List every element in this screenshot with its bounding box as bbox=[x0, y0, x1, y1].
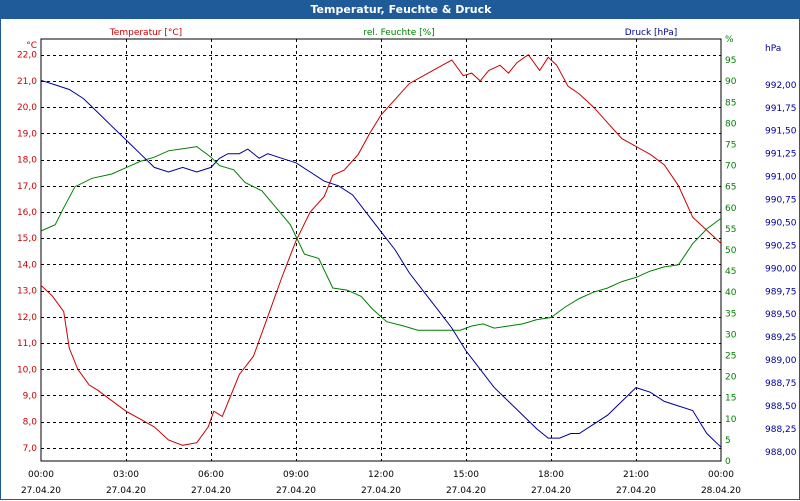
x-tick-time: 06:00 bbox=[198, 470, 224, 480]
legend-label: Druck [hPa] bbox=[625, 28, 678, 38]
pressure-tick-label: 989,00 bbox=[765, 356, 797, 366]
pressure-tick-label: 990,25 bbox=[765, 241, 797, 251]
temperature-tick-label: 19,0 bbox=[17, 129, 37, 139]
humidity-tick-label: 15 bbox=[725, 394, 736, 404]
temperature-tick-label: 21,0 bbox=[17, 77, 37, 87]
window-title: Temperatur, Feuchte & Druck bbox=[1, 1, 800, 19]
pressure-tick-label: 991,25 bbox=[765, 150, 797, 160]
humidity-tick-label: % bbox=[725, 35, 734, 45]
temperature-tick-label: 10,0 bbox=[17, 365, 37, 375]
temperature-tick-label: 8,0 bbox=[23, 418, 38, 428]
humidity-tick-label: 50 bbox=[725, 246, 737, 256]
pressure-tick-label: 992,00 bbox=[765, 81, 797, 91]
x-tick-time: 00:00 bbox=[708, 470, 734, 480]
temperature-tick-label: 17,0 bbox=[17, 182, 37, 192]
legend-label: rel. Feuchte [%] bbox=[363, 28, 434, 38]
temperature-tick-label: 22,0 bbox=[17, 51, 37, 61]
humidity-tick-label: 20 bbox=[725, 373, 737, 383]
x-tick-date: 27.04.20 bbox=[531, 486, 571, 496]
humidity-tick-label: 55 bbox=[725, 225, 736, 235]
x-tick-date: 27.04.20 bbox=[446, 486, 486, 496]
humidity-tick-label: 65 bbox=[725, 183, 736, 193]
temperature-tick-label: 9,0 bbox=[23, 391, 38, 401]
x-tick-date: 27.04.20 bbox=[361, 486, 401, 496]
x-tick-time: 00:00 bbox=[28, 470, 54, 480]
temperature-tick-label: 13,0 bbox=[17, 287, 37, 297]
temperature-tick-label: 14,0 bbox=[17, 260, 37, 270]
pressure-tick-label: 990,50 bbox=[765, 218, 797, 228]
x-tick-time: 15:00 bbox=[453, 470, 479, 480]
humidity-tick-label: 30 bbox=[725, 330, 737, 340]
x-tick-time: 09:00 bbox=[283, 470, 309, 480]
humidity-tick-label: 70 bbox=[725, 162, 737, 172]
pressure-tick-label: 991,50 bbox=[765, 127, 797, 137]
pressure-tick-label: 988,50 bbox=[765, 402, 797, 412]
series-line-temperature bbox=[40, 54, 722, 446]
humidity-tick-label: 25 bbox=[725, 352, 736, 362]
temperature-tick-label: 15,0 bbox=[17, 234, 37, 244]
legend-label: Temperatur [°C] bbox=[109, 28, 182, 38]
humidity-tick-label: 35 bbox=[725, 309, 736, 319]
humidity-tick-label: 80 bbox=[725, 119, 737, 129]
pressure-tick-label: 988,00 bbox=[765, 448, 797, 458]
humidity-tick-label: 40 bbox=[725, 288, 737, 298]
series-line-humidity bbox=[40, 146, 722, 331]
humidity-tick-label: 5 bbox=[725, 436, 731, 446]
humidity-tick-label: 75 bbox=[725, 141, 736, 151]
humidity-tick-label: 90 bbox=[725, 77, 737, 87]
humidity-tick-label: 45 bbox=[725, 267, 736, 277]
pressure-tick-label: 989,25 bbox=[765, 333, 797, 343]
humidity-tick-label: 85 bbox=[725, 98, 736, 108]
x-tick-time: 21:00 bbox=[623, 470, 649, 480]
pressure-tick-label: 991,00 bbox=[765, 173, 797, 183]
temperature-tick-label: 18,0 bbox=[17, 156, 37, 166]
temperature-tick-label: 11,0 bbox=[17, 339, 37, 349]
temperature-axis-unit: °C bbox=[26, 41, 37, 51]
humidity-tick-label: 10 bbox=[725, 415, 737, 425]
pressure-tick-label: 990,75 bbox=[765, 196, 797, 206]
pressure-tick-label: 989,50 bbox=[765, 310, 797, 320]
x-tick-date: 27.04.20 bbox=[616, 486, 656, 496]
pressure-tick-label: 991,75 bbox=[765, 104, 797, 114]
temperature-tick-label: 12,0 bbox=[17, 313, 37, 323]
x-tick-date: 27.04.20 bbox=[276, 486, 316, 496]
x-tick-date: 27.04.20 bbox=[106, 486, 146, 496]
x-tick-date: 28.04.20 bbox=[701, 486, 741, 496]
pressure-tick-label: 989,75 bbox=[765, 287, 797, 297]
series-line-pressure bbox=[40, 79, 722, 448]
x-tick-time: 03:00 bbox=[113, 470, 139, 480]
x-tick-time: 18:00 bbox=[538, 470, 564, 480]
pressure-tick-label: 988,25 bbox=[765, 425, 797, 435]
x-tick-date: 27.04.20 bbox=[191, 486, 231, 496]
humidity-tick-label: 60 bbox=[725, 204, 737, 214]
pressure-tick-label: hPa bbox=[765, 44, 781, 54]
temperature-tick-label: 20,0 bbox=[17, 103, 37, 113]
humidity-tick-label: 95 bbox=[725, 56, 736, 66]
x-tick-date: 27.04.20 bbox=[21, 486, 61, 496]
x-tick-time: 12:00 bbox=[368, 470, 394, 480]
pressure-tick-label: 988,75 bbox=[765, 379, 797, 389]
humidity-tick-label: 0 bbox=[725, 457, 731, 467]
pressure-tick-label: 990,00 bbox=[765, 264, 797, 274]
temperature-tick-label: 16,0 bbox=[17, 208, 37, 218]
temperature-tick-label: 7,0 bbox=[23, 444, 38, 454]
